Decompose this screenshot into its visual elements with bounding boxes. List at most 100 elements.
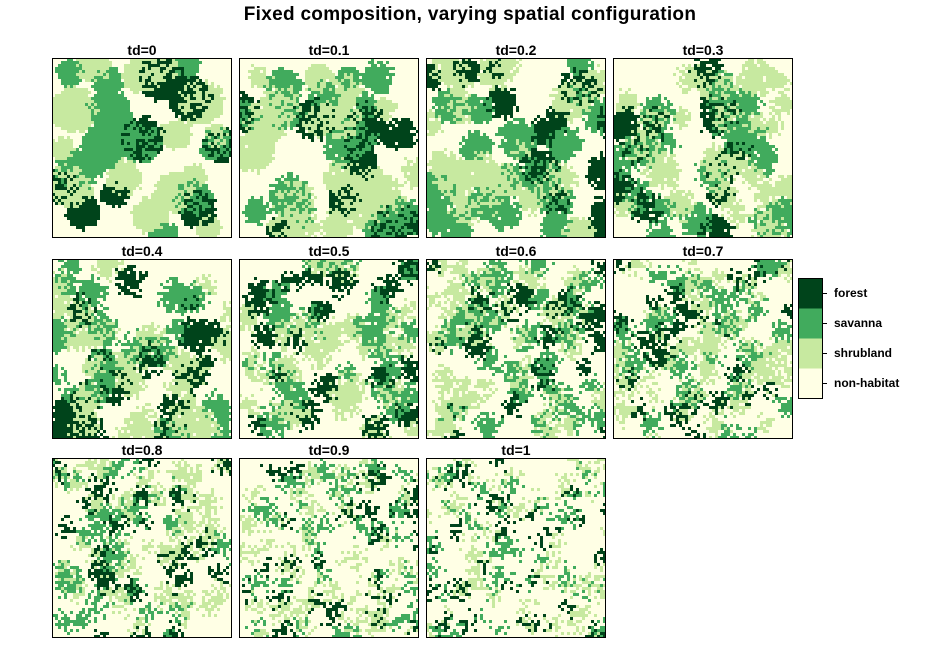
cell-savanna [103, 142, 107, 146]
cell-shrubland [205, 235, 209, 238]
cell-shrubland [220, 142, 224, 146]
cell-shrubland [269, 139, 273, 143]
cell-savanna [205, 187, 209, 191]
cell-forest [293, 106, 297, 110]
cell-forest [383, 133, 387, 137]
cell-shrubland [260, 139, 264, 143]
cell-savanna [151, 154, 155, 158]
cell-shrubland [130, 193, 134, 197]
cell-shrubland [55, 142, 59, 146]
cell-savanna [392, 211, 396, 215]
cell-savanna [398, 226, 402, 230]
cell-savanna [290, 70, 294, 74]
cell-forest [187, 211, 191, 215]
cell-shrubland [338, 211, 342, 215]
cell-shrubland [190, 133, 194, 137]
cell-shrubland [362, 220, 366, 224]
cell-shrubland [245, 142, 249, 146]
cell-savanna [79, 67, 83, 71]
cell-shrubland [73, 97, 77, 101]
cell-shrubland [347, 232, 351, 236]
cell-shrubland [332, 106, 336, 110]
cell-shrubland [377, 199, 381, 203]
cell-shrubland [272, 223, 276, 227]
cell-savanna [70, 166, 74, 170]
cell-shrubland [115, 184, 119, 188]
cell-forest [407, 127, 411, 131]
cell-shrubland [242, 163, 246, 167]
cell-savanna [398, 196, 402, 200]
cell-savanna [269, 196, 273, 200]
cell-savanna [91, 103, 95, 107]
cell-forest [407, 226, 411, 230]
cell-savanna [70, 160, 74, 164]
cell-forest [398, 214, 402, 218]
cell-shrubland [118, 193, 122, 197]
cell-savanna [133, 160, 137, 164]
cell-forest [272, 217, 276, 221]
cell-shrubland [263, 76, 267, 80]
cell-shrubland [356, 226, 360, 230]
cell-forest [205, 211, 209, 215]
cell-forest [181, 76, 185, 80]
cell-shrubland [320, 109, 324, 113]
cell-shrubland [404, 166, 408, 170]
cell-shrubland [326, 172, 330, 176]
cell-savanna [299, 187, 303, 191]
cell-shrubland [242, 160, 246, 164]
cell-shrubland [67, 94, 71, 98]
cell-savanna [371, 94, 375, 98]
cell-shrubland [205, 178, 209, 182]
cell-savanna [374, 88, 378, 92]
cell-savanna [112, 76, 116, 80]
cell-shrubland [335, 178, 339, 182]
cell-savanna [365, 142, 369, 146]
cell-shrubland [335, 121, 339, 125]
cell-shrubland [341, 106, 345, 110]
cell-savanna [308, 97, 312, 101]
cell-forest [344, 208, 348, 212]
cell-forest [371, 112, 375, 116]
cell-shrubland [329, 175, 333, 179]
cell-shrubland [275, 88, 279, 92]
cell-savanna [109, 94, 113, 98]
cell-shrubland [181, 142, 185, 146]
cell-shrubland [157, 85, 161, 89]
cell-savanna [79, 151, 83, 155]
cell-savanna [121, 100, 125, 104]
cell-shrubland [88, 112, 92, 116]
cell-shrubland [184, 184, 188, 188]
cell-savanna [287, 115, 291, 119]
cell-shrubland [350, 193, 354, 197]
cell-savanna [326, 139, 330, 143]
cell-shrubland [299, 193, 303, 197]
cell-savanna [61, 64, 65, 68]
cell-shrubland [254, 76, 258, 80]
cell-savanna [245, 208, 249, 212]
cell-savanna [332, 145, 336, 149]
cell-forest [88, 217, 92, 221]
cell-forest [377, 229, 381, 233]
cell-savanna [94, 106, 98, 110]
cell-shrubland [272, 151, 276, 155]
cell-shrubland [344, 136, 348, 140]
cell-shrubland [139, 226, 143, 230]
cell-savanna [290, 73, 294, 77]
cell-shrubland [317, 226, 321, 230]
cell-savanna [248, 211, 252, 215]
cell-forest [157, 130, 161, 134]
cell-savanna [103, 79, 107, 83]
cell-forest [169, 91, 173, 95]
cell-shrubland [239, 145, 243, 149]
cell-shrubland [251, 169, 255, 173]
cell-savanna [121, 151, 125, 155]
cell-savanna [112, 154, 116, 158]
cell-savanna [254, 118, 258, 122]
cell-savanna [296, 97, 300, 101]
cell-savanna [100, 124, 104, 128]
cell-savanna [368, 82, 372, 86]
cell-savanna [94, 166, 98, 170]
cell-savanna [103, 112, 107, 116]
cell-forest [311, 133, 315, 137]
cell-shrubland [214, 232, 218, 236]
